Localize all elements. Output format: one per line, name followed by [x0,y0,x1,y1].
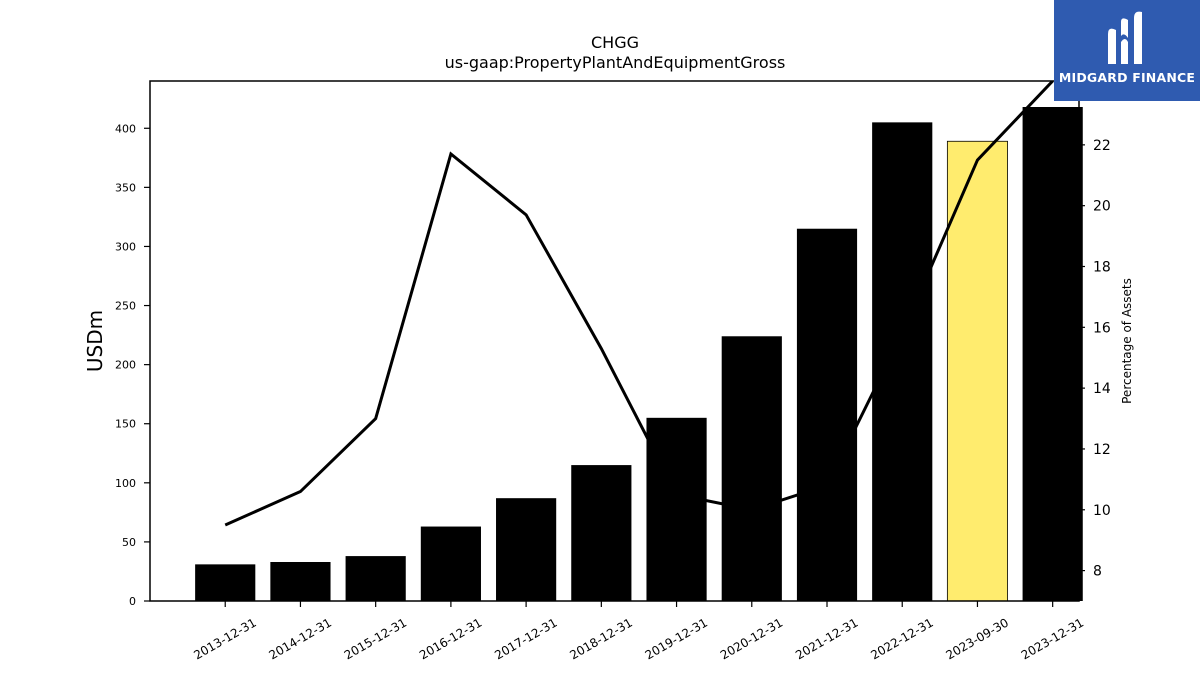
y2-axis-label: Percentage of Assets [1120,278,1134,404]
y-tick-label: 0 [129,595,136,608]
y2-tick-label: 22 [1093,138,1111,154]
y-tick-label: 300 [115,240,136,253]
y2-tick-label: 20 [1093,199,1111,215]
x-tick-label: 2020-12-31 [718,615,785,662]
bar-2019-12-31 [646,417,707,601]
bar-2018-12-31 [571,465,632,601]
midgard-logo-icon [1108,11,1142,65]
y-tick-label: 100 [115,477,136,490]
bar-2013-12-31 [195,564,256,601]
y-tick-label: 200 [115,359,136,372]
x-tick-label: 2017-12-31 [492,615,559,662]
y-axis-label: USDm [83,310,107,372]
bar-2023-12-31 [1022,107,1083,601]
bar-2014-12-31 [270,562,331,601]
x-tick-label: 2016-12-31 [417,615,484,662]
x-tick-label: 2023-09-30 [944,615,1011,662]
x-tick-label: 2022-12-31 [868,615,935,662]
bar-2020-12-31 [721,336,782,601]
bar-2016-12-31 [420,526,481,601]
y-tick-label: 250 [115,300,136,313]
x-tick-label: 2018-12-31 [567,615,634,662]
x-tick-label: 2015-12-31 [342,615,409,662]
midgard-finance-logo: MIDGARD FINANCE [1054,0,1200,101]
bar-2021-12-31 [796,228,858,601]
logo-text: MIDGARD FINANCE [1058,70,1196,85]
chart-title: CHGG [591,33,639,52]
y-tick-label: 50 [122,536,136,549]
y2-tick-label: 8 [1093,564,1102,580]
y-tick-label: 150 [115,418,136,431]
x-tick-label: 2021-12-31 [793,615,860,662]
x-tick-label: 2014-12-31 [267,615,334,662]
y2-tick-label: 12 [1093,442,1111,458]
y2-tick-label: 14 [1093,381,1111,397]
y2-tick-label: 18 [1093,259,1111,275]
bar-2023-09-30 [946,140,1008,602]
chart-subtitle: us-gaap:PropertyPlantAndEquipmentGross [445,53,786,72]
x-tick-label: 2023-12-31 [1019,615,1086,662]
bar-2022-12-31 [872,122,933,601]
x-tick-label: 2013-12-31 [191,615,258,662]
y2-tick-label: 16 [1093,320,1111,336]
y2-tick-label: 10 [1093,503,1111,519]
line-series [224,81,1054,527]
bar-2017-12-31 [496,498,557,601]
y-tick-label: 350 [115,181,136,194]
y-tick-label: 400 [115,122,136,135]
plot-frame [149,80,1080,602]
bar-2015-12-31 [345,556,406,601]
x-tick-label: 2019-12-31 [643,615,710,662]
